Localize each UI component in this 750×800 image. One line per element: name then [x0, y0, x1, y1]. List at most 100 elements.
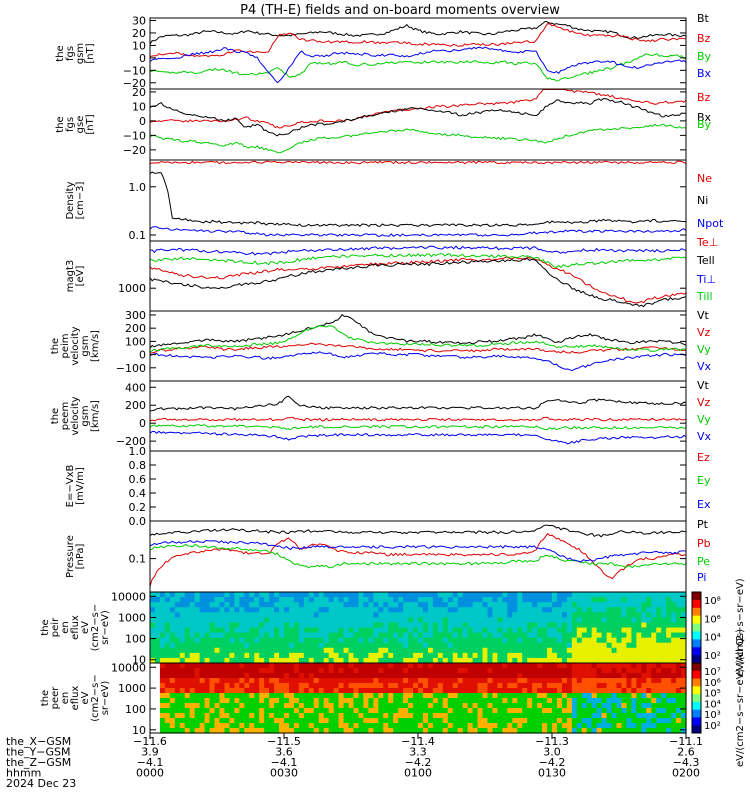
spectrogram-cell	[403, 703, 409, 709]
spectrogram-cell	[318, 668, 325, 674]
spectrogram-cell	[477, 668, 484, 674]
spectrogram-cell	[388, 713, 394, 719]
spectrogram-cell	[169, 678, 176, 684]
spectrogram-cell	[681, 612, 687, 618]
spectrogram-cell	[512, 622, 518, 629]
spectrogram-cell	[601, 602, 608, 608]
spectrogram-cell	[269, 708, 275, 714]
spectrogram-cell	[398, 607, 404, 613]
spectrogram-cell	[313, 607, 320, 613]
spectrogram-cell	[259, 713, 265, 719]
spectrogram-cell	[244, 713, 250, 719]
spectrogram-cell	[621, 627, 628, 634]
spectrogram-cell	[264, 673, 270, 679]
spectrogram-cell	[408, 723, 414, 729]
spectrogram-cell	[626, 617, 632, 624]
spectrogram-cell	[150, 668, 156, 674]
spectrogram-cell	[413, 612, 419, 618]
spectrogram-cell	[229, 632, 235, 639]
spectrogram-cell	[676, 678, 682, 684]
spectrogram-cell	[601, 627, 608, 634]
spectrogram-cell	[432, 607, 439, 613]
colorbar-segment	[692, 668, 701, 672]
spectrogram-cell	[164, 703, 171, 709]
spectrogram-cell	[462, 678, 469, 684]
spectrogram-cell	[432, 668, 439, 674]
spectrogram-cell	[179, 683, 186, 689]
spectrogram-cell	[224, 597, 230, 603]
spectrogram-cell	[239, 723, 245, 729]
spectrogram-cell	[174, 647, 181, 654]
spectrogram-cell	[303, 597, 310, 603]
spectrogram-cell	[671, 642, 677, 649]
spectrogram-cell	[646, 713, 652, 719]
spectrogram-cell	[631, 678, 637, 684]
spectrogram-cell	[234, 652, 240, 659]
spectrogram-cell	[661, 642, 667, 649]
spectrogram-cell	[274, 652, 280, 659]
spectrogram-cell	[333, 693, 340, 699]
spectrogram-cell	[229, 597, 235, 603]
spectrogram-cell	[422, 728, 429, 734]
spectrogram-cell	[656, 663, 662, 669]
spectrogram-cell	[552, 663, 558, 669]
spectrogram-cell	[204, 698, 211, 704]
spectrogram-cell	[472, 663, 479, 669]
spectrogram-cell	[224, 703, 230, 709]
spectrogram-cell	[413, 647, 419, 654]
spectrogram-cell	[681, 627, 687, 634]
spectrogram-cell	[596, 632, 603, 639]
spectrogram-cell	[527, 708, 533, 714]
spectrogram-cell	[333, 597, 340, 603]
spectrogram-cell	[194, 663, 201, 669]
spectrogram-cell	[353, 647, 360, 654]
spectrogram-cell	[154, 663, 161, 669]
spectrogram-cell	[234, 612, 240, 618]
spectrogram-cell	[437, 683, 444, 689]
series-line-density-1	[149, 171, 686, 228]
spectrogram-cell	[447, 627, 454, 634]
spectrogram-cell	[571, 617, 578, 624]
spectrogram-cell	[532, 723, 538, 729]
spectrogram-cell	[422, 642, 429, 649]
spectrogram-cell	[288, 592, 295, 598]
spectrogram-cell	[547, 632, 553, 639]
spectrogram-cell	[214, 612, 221, 618]
spectrogram-cell	[447, 708, 454, 714]
spectrogram-cell	[408, 673, 414, 679]
spectrogram-cell	[408, 698, 414, 704]
spectrogram-cell	[497, 713, 503, 719]
spectrogram-cell	[333, 617, 340, 624]
spectrogram-cell	[581, 592, 588, 598]
spectrogram-cell	[249, 607, 255, 613]
spectrogram-cell	[403, 612, 409, 618]
spectrogram-cell	[556, 602, 563, 608]
spectrogram-cell	[547, 683, 553, 689]
spectrogram-cell	[159, 723, 166, 729]
spectrogram-cell	[527, 663, 533, 669]
spectrogram-cell	[398, 632, 404, 639]
spectrogram-cell	[487, 698, 494, 704]
spectrogram-cell	[338, 607, 345, 613]
spectrogram-cell	[492, 683, 498, 689]
spectrogram-cell	[616, 642, 623, 649]
colorbar-segment	[692, 696, 701, 699]
spectrogram-cell	[274, 602, 280, 608]
spectrogram-cell	[422, 612, 429, 618]
spectrogram-cell	[293, 713, 300, 719]
spectrogram-cell	[179, 607, 186, 613]
spectrogram-cell	[566, 632, 573, 639]
spectrogram-cell	[626, 642, 632, 649]
spectrogram-cell	[259, 657, 265, 664]
spectrogram-cell	[646, 637, 652, 644]
spectrogram-cell	[656, 698, 662, 704]
spectrogram-cell	[527, 647, 533, 654]
spectrogram-cell	[323, 673, 330, 679]
spectrogram-cell	[323, 657, 330, 664]
legend-label: Bz	[697, 91, 711, 104]
spectrogram-cell	[378, 688, 384, 694]
spectrogram-cell	[219, 622, 226, 629]
spectrogram-cell	[154, 678, 161, 684]
y-tick-label: 200	[125, 322, 146, 335]
spectrogram-cell	[338, 592, 345, 598]
